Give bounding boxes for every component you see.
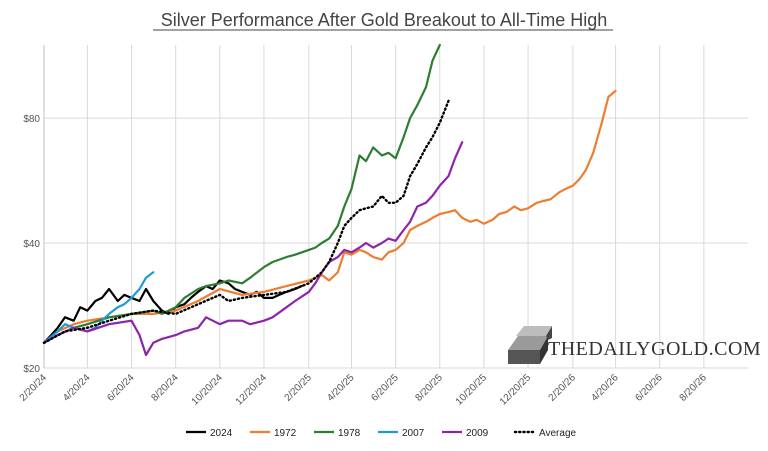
x-tick-label: 6/20/25 xyxy=(369,372,401,404)
x-tick-label: 6/20/24 xyxy=(105,372,137,404)
series-line-average xyxy=(42,99,450,344)
legend-label-1978: 1978 xyxy=(338,428,361,439)
chart-title: Silver Performance After Gold Breakout t… xyxy=(161,10,608,30)
x-tick-label: 8/20/26 xyxy=(678,372,710,404)
y-tick-label: $80 xyxy=(23,114,40,125)
x-tick-label: 10/20/25 xyxy=(454,372,490,408)
legend-label-2009: 2009 xyxy=(466,428,489,439)
gold-bar-icon xyxy=(508,326,552,364)
x-tick-label: 2/20/24 xyxy=(18,372,50,404)
legend-label-2024: 2024 xyxy=(210,428,233,439)
x-tick-label: 8/20/24 xyxy=(149,372,181,404)
x-tick-label: 2/20/26 xyxy=(547,372,579,404)
legend: 2024 1972 1978 2007 2009 Average xyxy=(186,428,577,439)
x-tick-label: 10/20/24 xyxy=(190,372,226,408)
series-line-2007 xyxy=(42,271,155,344)
legend-label-1972: 1972 xyxy=(274,428,297,439)
x-tick-label: 6/20/26 xyxy=(633,372,665,404)
x-tick-label: 12/20/24 xyxy=(234,372,270,408)
watermark-text: THEDAILYGOLD.COM xyxy=(548,338,761,360)
series-line-1972 xyxy=(42,89,617,344)
gridlines xyxy=(43,45,748,369)
y-tick-label: $20 xyxy=(23,364,40,375)
x-tick-label: 4/20/26 xyxy=(589,372,621,404)
x-tick-label: 4/20/24 xyxy=(61,372,93,404)
legend-label-average: Average xyxy=(539,428,577,439)
x-tick-label: 2/20/25 xyxy=(283,372,315,404)
x-tick-label: 8/20/25 xyxy=(414,372,446,404)
y-tick-label: $40 xyxy=(23,239,40,250)
x-tick-label: 12/20/25 xyxy=(498,372,534,408)
legend-label-2007: 2007 xyxy=(402,428,425,439)
series-lines xyxy=(42,43,617,357)
x-tick-label: 4/20/25 xyxy=(325,372,357,404)
series-line-2009 xyxy=(42,141,464,357)
thedailygold-watermark: THEDAILYGOLD.COM xyxy=(508,326,761,364)
